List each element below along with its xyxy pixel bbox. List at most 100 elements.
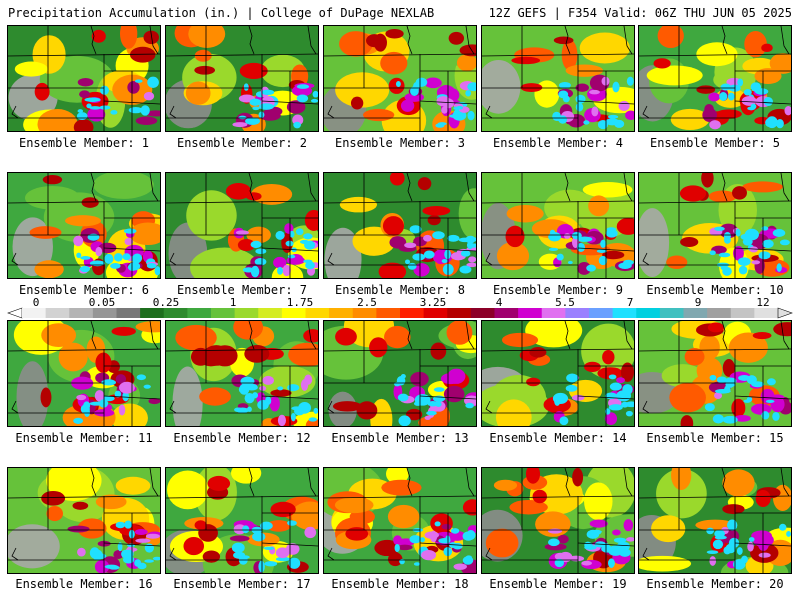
ensemble-map-panel [323, 320, 477, 427]
ensemble-map-panel [323, 172, 477, 279]
colorbar-tick-label: 0.25 [152, 296, 180, 309]
colorbar-bin [45, 308, 70, 318]
ensemble-member-label: Ensemble Member: 2 [176, 136, 308, 150]
colorbar-min-arrow [7, 307, 23, 319]
colorbar-bin [541, 308, 566, 318]
ensemble-map-panel [323, 25, 477, 132]
colorbar-bin [730, 308, 755, 318]
precip-field [639, 26, 791, 131]
ensemble-map-panel [638, 25, 792, 132]
colorbar-bin [707, 308, 732, 318]
precip-field [166, 321, 318, 426]
precip-field [324, 26, 476, 131]
page-title: Precipitation Accumulation (in.) | Colle… [8, 6, 435, 20]
ensemble-map-panel [165, 172, 319, 279]
colorbar-bin [69, 308, 94, 318]
colorbar-bin [211, 308, 236, 318]
colorbar-bin [352, 308, 377, 318]
colorbar-bin [22, 308, 47, 318]
ensemble-map-panel [481, 25, 635, 132]
ensemble-member-label: Ensemble Member: 1 [18, 136, 150, 150]
ensemble-member-label: Ensemble Member: 17 [173, 577, 311, 591]
colorbar-bin [258, 308, 283, 318]
ensemble-member-label: Ensemble Member: 16 [15, 577, 153, 591]
colorbar-max-arrow [777, 307, 793, 319]
precip-field [639, 321, 791, 426]
colorbar-bin [116, 308, 141, 318]
colorbar-bin [281, 308, 306, 318]
colorbar-tick-label: 9 [694, 296, 702, 309]
ensemble-map-panel [481, 172, 635, 279]
colorbar-tick-label: 0.05 [88, 296, 116, 309]
colorbar-tick-label: 7 [626, 296, 634, 309]
ensemble-map-panel [165, 467, 319, 574]
colorbar-bin [329, 308, 354, 318]
ensemble-member-label: Ensemble Member: 6 [18, 283, 150, 297]
colorbar-bin [565, 308, 590, 318]
precip-field [324, 173, 476, 278]
ensemble-member-label: Ensemble Member: 19 [489, 577, 627, 591]
colorbar-bin [305, 308, 330, 318]
colorbar [7, 307, 793, 319]
colorbar-tick-label: 12 [756, 296, 770, 309]
colorbar-bin [518, 308, 543, 318]
ensemble-member-label: Ensemble Member: 13 [331, 431, 469, 445]
colorbar-bin [636, 308, 661, 318]
colorbar-bin [612, 308, 637, 318]
ensemble-member-label: Ensemble Member: 18 [331, 577, 469, 591]
ensemble-map-panel [638, 320, 792, 427]
model-valid-time: 12Z GEFS | F354 Valid: 06Z THU JUN 05 20… [488, 6, 792, 20]
colorbar-bin [163, 308, 188, 318]
ensemble-member-label: Ensemble Member: 11 [15, 431, 153, 445]
precip-field [482, 468, 634, 573]
colorbar-bin [187, 308, 212, 318]
colorbar-bin [754, 308, 779, 318]
colorbar-bin [447, 308, 472, 318]
ensemble-map-panel [165, 25, 319, 132]
ensemble-map-panel [165, 320, 319, 427]
precip-field [482, 173, 634, 278]
colorbar-tick-label: 1.75 [286, 296, 314, 309]
precip-field [8, 26, 160, 131]
colorbar-bin [400, 308, 425, 318]
ensemble-map-panel [7, 467, 161, 574]
colorbar-bin [92, 308, 117, 318]
ensemble-member-label: Ensemble Member: 9 [492, 283, 624, 297]
precip-field [166, 468, 318, 573]
precip-field [8, 173, 160, 278]
precip-field [166, 173, 318, 278]
colorbar-bin [589, 308, 614, 318]
colorbar-bin [234, 308, 259, 318]
colorbar-bin [423, 308, 448, 318]
colorbar-tick-label: 3.25 [419, 296, 447, 309]
colorbar-tick-label: 0 [32, 296, 40, 309]
ensemble-map-panel [638, 172, 792, 279]
colorbar-bin [659, 308, 684, 318]
ensemble-member-label: Ensemble Member: 5 [649, 136, 781, 150]
precip-field [482, 26, 634, 131]
ensemble-member-label: Ensemble Member: 10 [646, 283, 784, 297]
ensemble-map-panel [638, 467, 792, 574]
ensemble-map-panel [481, 320, 635, 427]
colorbar-bin [140, 308, 165, 318]
colorbar-bin [494, 308, 519, 318]
precip-field [8, 321, 160, 426]
precip-field [639, 173, 791, 278]
ensemble-member-label: Ensemble Member: 14 [489, 431, 627, 445]
colorbar-tick-label: 1 [229, 296, 237, 309]
colorbar-tick-label: 2.5 [357, 296, 377, 309]
colorbar-bin [376, 308, 401, 318]
colorbar-tick-label: 4 [495, 296, 503, 309]
precip-field [639, 468, 791, 573]
ensemble-member-label: Ensemble Member: 7 [176, 283, 308, 297]
ensemble-member-label: Ensemble Member: 15 [646, 431, 784, 445]
ensemble-map-panel [7, 320, 161, 427]
ensemble-member-label: Ensemble Member: 20 [646, 577, 784, 591]
ensemble-map-panel [481, 467, 635, 574]
colorbar-bin [683, 308, 708, 318]
colorbar-bin [470, 308, 495, 318]
precip-field [482, 321, 634, 426]
precip-field [324, 321, 476, 426]
ensemble-member-label: Ensemble Member: 8 [334, 283, 466, 297]
ensemble-map-panel [7, 172, 161, 279]
